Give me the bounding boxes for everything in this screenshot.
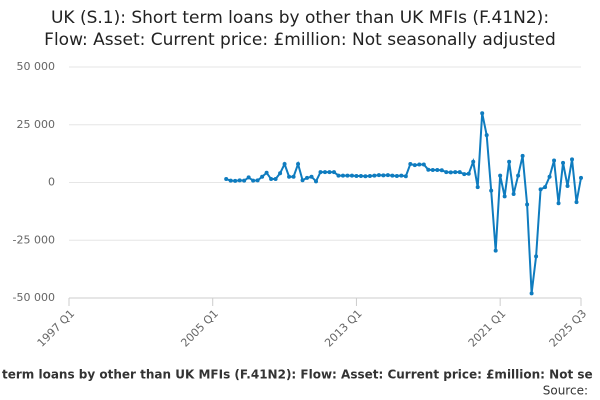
point	[367, 174, 372, 179]
point	[228, 178, 233, 183]
point	[525, 202, 530, 207]
point	[314, 179, 319, 184]
point	[224, 177, 229, 182]
point	[516, 173, 521, 178]
point	[435, 168, 440, 173]
point	[345, 173, 350, 178]
point	[466, 171, 471, 176]
point	[502, 194, 507, 199]
point	[399, 173, 404, 178]
point	[233, 178, 238, 183]
x-tick-label: 1997 Q1	[35, 307, 78, 350]
point	[538, 187, 543, 192]
point	[579, 175, 583, 180]
point	[498, 173, 503, 178]
point	[426, 167, 431, 172]
point	[376, 173, 381, 178]
y-tick-label: 0	[48, 176, 55, 189]
point	[246, 175, 251, 180]
point	[561, 160, 566, 165]
point	[305, 175, 310, 180]
point	[381, 173, 386, 178]
point	[480, 111, 485, 116]
y-tick-label: 50 000	[17, 60, 56, 73]
x-tick-label: 2005 Q1	[178, 307, 221, 350]
point	[448, 170, 453, 175]
point	[430, 168, 435, 173]
point	[327, 170, 332, 175]
point	[273, 177, 278, 182]
x-tick-label: 2021 Q1	[466, 307, 509, 350]
point	[534, 254, 539, 259]
chart-title: Flow: Asset: Current price: £million: No…	[44, 30, 556, 50]
point	[363, 174, 368, 179]
point	[300, 178, 305, 183]
point	[296, 162, 301, 167]
point	[412, 163, 417, 168]
point	[390, 173, 395, 178]
point	[372, 173, 377, 178]
point	[462, 172, 467, 177]
point	[269, 177, 274, 182]
point	[278, 171, 283, 176]
point	[264, 170, 269, 175]
point	[457, 170, 462, 175]
x-tick-label: 2025 Q3	[547, 307, 590, 350]
point	[484, 133, 489, 138]
series-line	[225, 112, 582, 294]
point	[417, 162, 422, 167]
point	[282, 162, 287, 167]
point	[323, 170, 327, 175]
point	[529, 291, 534, 296]
point	[255, 178, 260, 183]
chart-title: UK (S.1): Short term loans by other than…	[51, 8, 549, 28]
point	[475, 185, 480, 190]
point	[336, 173, 341, 178]
y-tick-label: 25 000	[17, 118, 56, 131]
point	[403, 174, 408, 179]
point	[237, 178, 242, 183]
point	[309, 174, 314, 179]
point	[543, 185, 548, 190]
point	[471, 159, 476, 164]
point	[394, 174, 399, 179]
x-tick-label: 2013 Q1	[322, 307, 365, 350]
point	[574, 200, 579, 205]
point	[444, 170, 449, 175]
y-tick-label: -50 000	[13, 291, 55, 304]
point	[570, 157, 575, 162]
point	[287, 174, 292, 179]
point	[453, 170, 458, 175]
footer-title: term loans by other than UK MFIs (F.41N2…	[2, 368, 593, 382]
point	[439, 168, 444, 173]
y-tick-label: -25 000	[13, 233, 55, 246]
point	[291, 174, 296, 179]
point	[242, 178, 247, 183]
point	[493, 248, 498, 253]
point	[511, 192, 516, 197]
point	[354, 174, 359, 179]
point	[340, 173, 345, 178]
point	[385, 173, 390, 178]
point	[260, 174, 265, 179]
point	[331, 170, 336, 175]
point	[421, 162, 426, 167]
point	[507, 159, 512, 164]
point	[552, 158, 557, 163]
point	[318, 170, 323, 175]
point	[489, 188, 494, 193]
point	[520, 153, 525, 158]
point	[358, 174, 363, 179]
point	[349, 173, 354, 178]
point	[556, 201, 561, 206]
point	[547, 174, 552, 179]
source: Source:	[543, 384, 588, 398]
point	[408, 162, 413, 167]
point	[251, 178, 256, 183]
point	[565, 183, 570, 188]
